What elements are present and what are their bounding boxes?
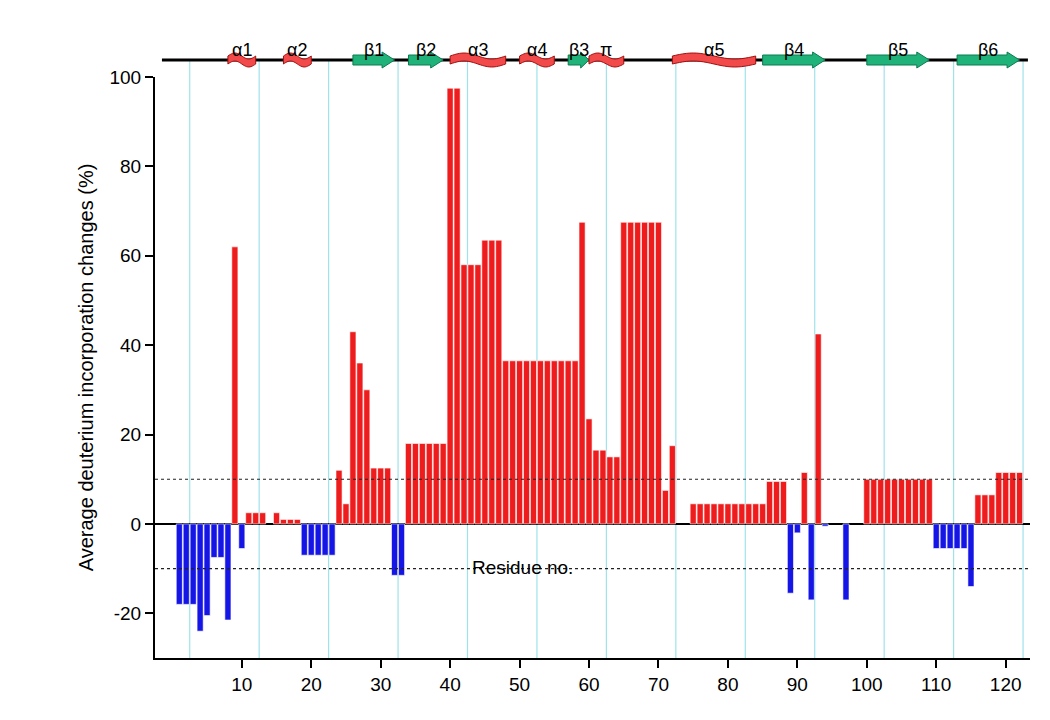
svg-text:110: 110 — [921, 674, 951, 695]
svg-text:120: 120 — [990, 674, 1022, 695]
svg-text:20: 20 — [301, 674, 322, 695]
svg-text:β1: β1 — [364, 40, 384, 60]
svg-text:40: 40 — [440, 674, 461, 695]
svg-text:β4: β4 — [784, 40, 804, 60]
svg-text:100: 100 — [109, 67, 141, 88]
svg-text:Average deuterium incorporatio: Average deuterium incorporation changes … — [75, 164, 97, 572]
svg-text:30: 30 — [370, 674, 391, 695]
svg-text:π: π — [600, 40, 612, 60]
svg-text:β3: β3 — [569, 40, 589, 60]
svg-text:α1: α1 — [232, 40, 252, 60]
svg-text:80: 80 — [120, 156, 141, 177]
svg-text:90: 90 — [787, 674, 808, 695]
svg-text:20: 20 — [120, 424, 141, 445]
svg-text:80: 80 — [717, 674, 738, 695]
svg-text:50: 50 — [509, 674, 530, 695]
svg-text:β5: β5 — [888, 40, 908, 60]
svg-text:β2: β2 — [416, 40, 436, 60]
svg-text:60: 60 — [578, 674, 599, 695]
svg-text:60: 60 — [120, 245, 141, 266]
svg-text:10: 10 — [231, 674, 252, 695]
svg-text:100: 100 — [851, 674, 883, 695]
svg-text:-20: -20 — [114, 603, 141, 624]
svg-text:α2: α2 — [287, 40, 307, 60]
svg-text:Residue no.: Residue no. — [472, 557, 573, 578]
svg-text:α4: α4 — [527, 40, 547, 60]
svg-text:70: 70 — [648, 674, 669, 695]
svg-text:0: 0 — [131, 514, 142, 535]
svg-text:β6: β6 — [978, 40, 998, 60]
svg-text:40: 40 — [120, 335, 141, 356]
svg-text:α5: α5 — [704, 40, 724, 60]
svg-text:α3: α3 — [468, 40, 488, 60]
